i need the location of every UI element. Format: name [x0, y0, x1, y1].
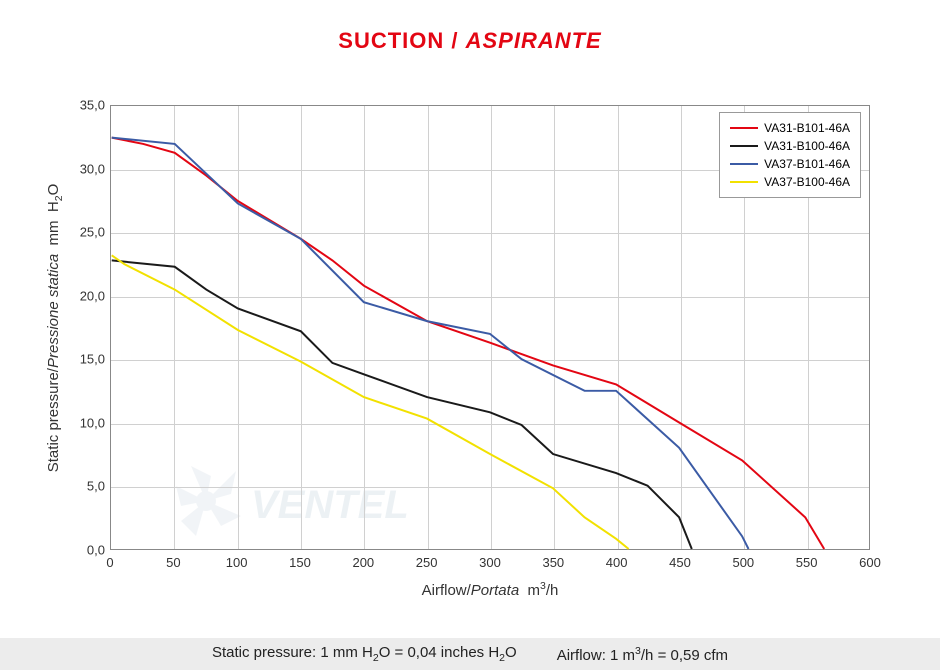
legend-item: VA31-B101-46A	[730, 119, 850, 137]
title-plain: SUCTION	[338, 28, 444, 53]
footer-bar: Static pressure: 1 mm H2O = 0,04 inches …	[0, 638, 940, 670]
chart-area: Static pressure/Pressione statica mm H2O…	[55, 90, 885, 610]
x-tick: 500	[732, 555, 754, 570]
legend-swatch	[730, 127, 758, 129]
xlabel-italic: Portata	[471, 582, 519, 599]
legend: VA31-B101-46A VA31-B100-46A VA37-B101-46A V…	[719, 112, 861, 198]
x-tick: 600	[859, 555, 881, 570]
x-axis-label: Airflow/Portata m3/h	[110, 580, 870, 599]
series-line	[112, 260, 692, 549]
x-tick: 150	[289, 555, 311, 570]
x-tick: 0	[106, 555, 113, 570]
legend-item: VA37-B101-46A	[730, 155, 850, 173]
y-tick: 20,0	[60, 288, 105, 303]
y-tick: 10,0	[60, 415, 105, 430]
x-tick: 400	[606, 555, 628, 570]
x-tick: 450	[669, 555, 691, 570]
y-tick: 25,0	[60, 225, 105, 240]
y-tick: 30,0	[60, 161, 105, 176]
legend-item: VA37-B100-46A	[730, 173, 850, 191]
y-tick: 0,0	[60, 543, 105, 558]
legend-swatch	[730, 181, 758, 183]
title-italic: ASPIRANTE	[466, 28, 602, 53]
x-tick: 200	[352, 555, 374, 570]
x-tick: 50	[166, 555, 180, 570]
x-tick: 350	[542, 555, 564, 570]
title-sep: /	[444, 28, 465, 53]
legend-label: VA37-B101-46A	[764, 157, 850, 171]
xlabel-unit: m3/h	[528, 582, 559, 599]
x-tick: 100	[226, 555, 248, 570]
legend-label: VA31-B101-46A	[764, 121, 850, 135]
legend-label: VA31-B100-46A	[764, 139, 850, 153]
x-tick: 250	[416, 555, 438, 570]
series-line	[112, 138, 749, 549]
footer-pressure: Static pressure: 1 mm H2O = 0,04 inches …	[212, 644, 517, 664]
x-tick: 300	[479, 555, 501, 570]
series-line	[112, 255, 629, 549]
series-line	[112, 138, 824, 549]
footer-airflow: Airflow: 1 m3/h = 0,59 cfm	[557, 645, 728, 664]
ylabel-italic: Pressione statica	[45, 253, 62, 367]
x-tick: 550	[796, 555, 818, 570]
y-tick: 5,0	[60, 479, 105, 494]
legend-item: VA31-B100-46A	[730, 137, 850, 155]
y-tick: 15,0	[60, 352, 105, 367]
legend-swatch	[730, 163, 758, 165]
legend-swatch	[730, 145, 758, 147]
chart-title: SUCTION / ASPIRANTE	[0, 0, 940, 54]
y-tick: 35,0	[60, 98, 105, 113]
legend-label: VA37-B100-46A	[764, 175, 850, 189]
plot-box: VENTEL VA31-B101-46AVA31-B100-46AVA37-B1…	[110, 105, 870, 550]
xlabel-plain: Airflow	[422, 582, 467, 599]
